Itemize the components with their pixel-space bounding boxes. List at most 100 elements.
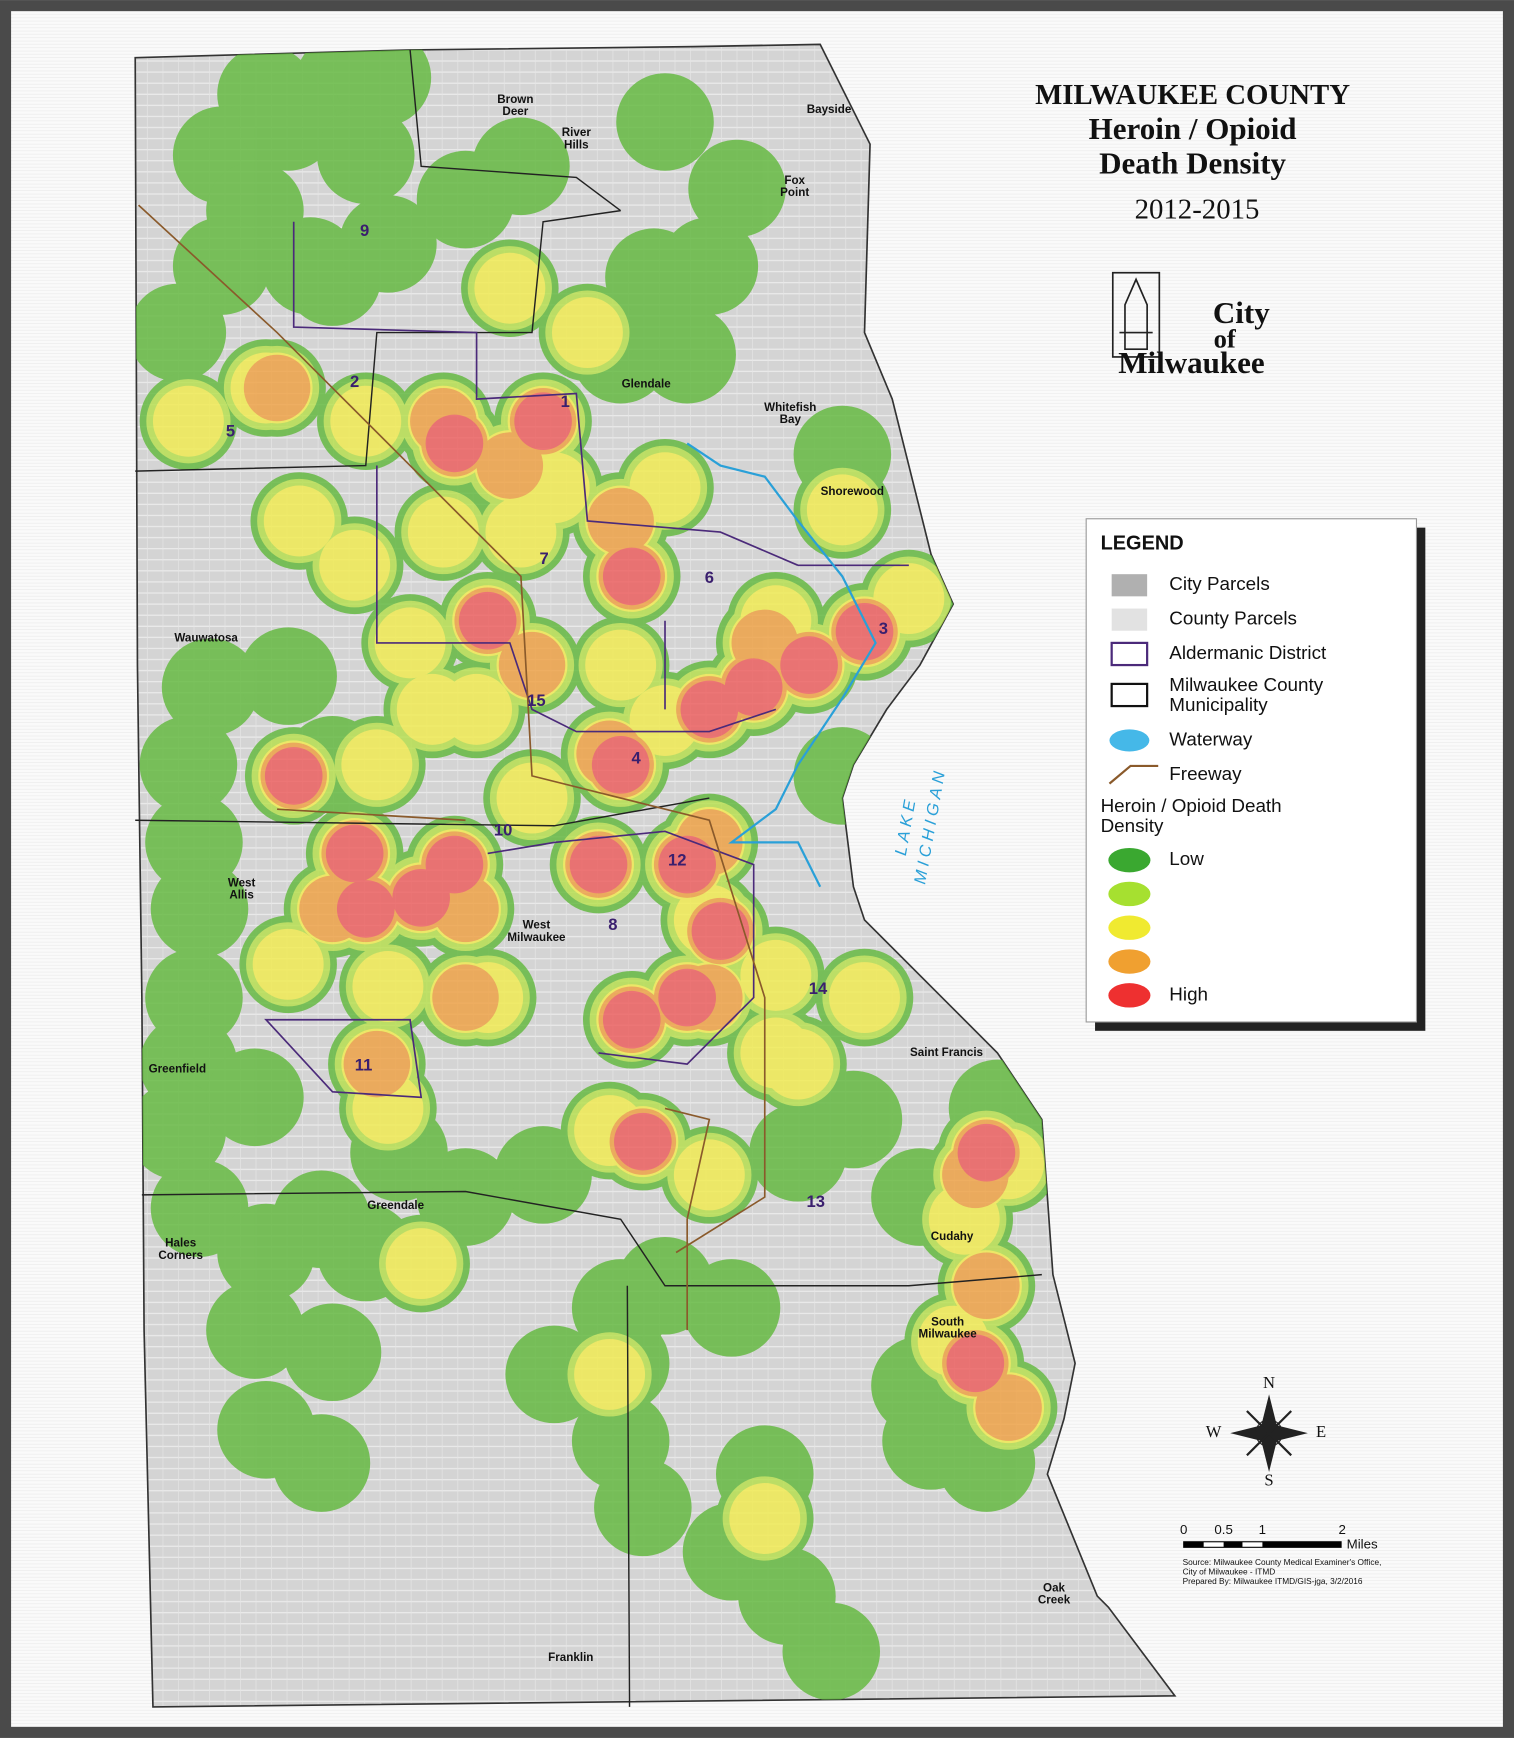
place-label: West: [228, 876, 256, 889]
heat-blob: [217, 1381, 315, 1479]
place-label: Glendale: [622, 378, 672, 391]
heat-blob: [343, 1030, 411, 1098]
heat-blob: [835, 602, 894, 661]
heat-blob: [953, 1252, 1020, 1319]
freeway: [137, 204, 766, 1331]
heat-blob: [425, 414, 484, 473]
boundaries: [135, 49, 1042, 1707]
heat-blob: [263, 485, 335, 557]
place-label: Bayside: [807, 103, 852, 116]
heat-blob: [407, 496, 479, 568]
legend-label: Freeway: [1169, 763, 1242, 784]
heat-blob: [239, 627, 337, 725]
heat-blob: [682, 1259, 781, 1357]
heat-blob: [724, 658, 783, 717]
heat-blob: [551, 297, 623, 369]
legend-box: [1085, 518, 1418, 1023]
heat-blob: [432, 964, 499, 1031]
source-note: Prepared By: Milwaukee ITMD/GIS-jga, 3/2…: [1183, 1576, 1363, 1586]
heat-blob: [352, 951, 424, 1022]
place-label: River: [562, 126, 592, 139]
place-label: Allis: [229, 889, 254, 902]
heat-blob: [946, 1334, 1005, 1393]
heat-blob: [283, 1303, 382, 1402]
district-number: 1: [561, 392, 570, 411]
place-label: Creek: [1038, 1594, 1071, 1607]
place-label: Hales: [165, 1237, 196, 1250]
heat-blob: [272, 1170, 371, 1269]
place-label: Bay: [780, 413, 802, 426]
heat-layer: [135, 44, 1058, 1701]
legend-swatch: [1110, 641, 1149, 667]
place-label: Cudahy: [931, 1230, 974, 1243]
heat-blob: [658, 968, 716, 1027]
heat-blob: [243, 354, 311, 422]
scale-tick-label: 0: [1180, 1522, 1187, 1537]
heat-blob: [602, 990, 661, 1049]
heat-blob: [339, 195, 437, 293]
heat-blob: [658, 835, 716, 894]
heat-blob: [325, 824, 384, 883]
district-number: 9: [360, 221, 369, 240]
heat-blob: [316, 106, 415, 204]
heat-blob: [498, 631, 566, 699]
legend-density-swatch: [1108, 881, 1151, 907]
heat-blob: [585, 629, 657, 701]
heat-blob: [780, 636, 838, 694]
heat-blob: [425, 835, 484, 894]
place-label: Greenfield: [149, 1063, 207, 1076]
heat-blob: [206, 1281, 304, 1379]
place-label: Milwaukee: [919, 1328, 978, 1341]
district-number: 14: [809, 979, 828, 998]
legend-label: Municipality: [1169, 694, 1268, 715]
waterway: [686, 442, 877, 888]
heat-blob: [740, 939, 812, 1011]
heat-blob: [594, 1458, 692, 1557]
compass-letter: N: [1263, 1373, 1275, 1392]
legend-subtitle: Heroin / Opioid Death: [1101, 795, 1282, 816]
district-number: 4: [632, 749, 642, 768]
place-label: Greendale: [367, 1199, 424, 1212]
heat-blob: [691, 902, 750, 960]
scale-tick-label: 1: [1259, 1522, 1266, 1537]
place-label: Point: [780, 186, 809, 199]
map-years: 2012-2015: [1135, 193, 1260, 225]
district-number: 8: [608, 915, 617, 934]
logo-text: City: [1213, 295, 1270, 330]
scale-tick-label: 2: [1339, 1522, 1346, 1537]
heat-blob: [587, 487, 654, 555]
heat-blob: [574, 1338, 646, 1410]
heat-blob: [261, 217, 360, 315]
heat-blob: [782, 1602, 881, 1701]
compass-letter: S: [1264, 1471, 1273, 1490]
place-label: Oak: [1043, 1581, 1066, 1594]
place-label: West: [523, 919, 551, 932]
heat-blob: [514, 392, 572, 451]
legend-label: County Parcels: [1169, 608, 1297, 629]
heat-blob: [591, 735, 650, 794]
heat-blob: [660, 217, 759, 315]
place-label: Saint Francis: [910, 1046, 983, 1059]
legend-swatch: [1111, 608, 1148, 631]
legend-subtitle: Density: [1101, 815, 1164, 836]
legend: LEGEND City Parcels County Parcels Alderman…: [1085, 518, 1426, 1031]
legend-label: Aldermanic District: [1169, 642, 1327, 663]
heat-blob: [638, 305, 736, 404]
place-label: Milwaukee: [507, 931, 566, 944]
heat-blob: [957, 1123, 1016, 1182]
heat-blob: [688, 139, 786, 238]
logo-text: Milwaukee: [1118, 345, 1264, 380]
compass-letter: W: [1206, 1422, 1222, 1441]
place-label: Fox: [784, 174, 805, 187]
heat-blob: [458, 591, 517, 650]
heat-blob: [135, 1081, 227, 1180]
place-label: Whitefish: [764, 401, 816, 414]
source-note: Source: Milwaukee County Medical Examine…: [1183, 1557, 1382, 1567]
heat-blob: [614, 1112, 672, 1171]
compass-ring: [1255, 1419, 1283, 1448]
logo-tower: [1119, 277, 1153, 351]
heat-blob: [252, 928, 324, 1000]
heat-blob: [150, 860, 249, 958]
